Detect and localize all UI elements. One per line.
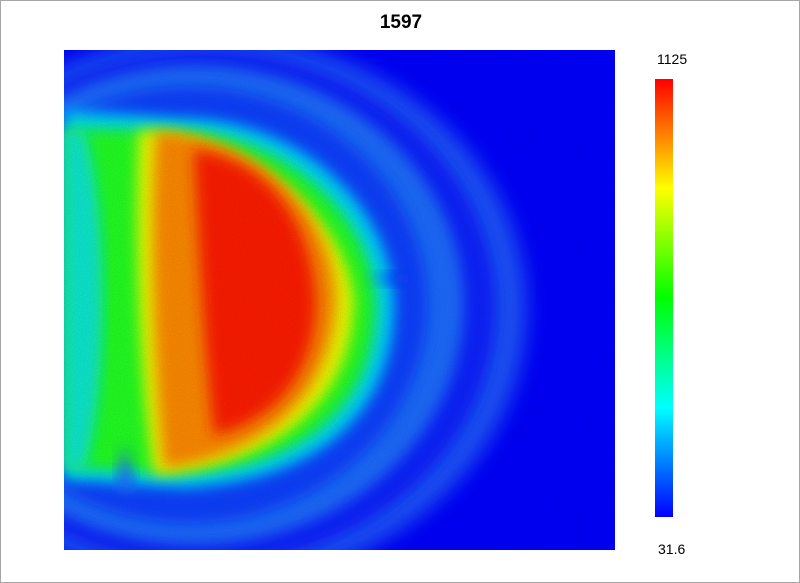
chart-title: 1597 xyxy=(379,12,423,33)
colorbar-max-label: 1125 xyxy=(657,51,688,67)
colorbar xyxy=(655,79,673,517)
colorbar-gradient xyxy=(655,79,673,517)
heatmap-plot xyxy=(64,50,615,550)
colorbar-min-label: 31.6 xyxy=(658,541,686,557)
